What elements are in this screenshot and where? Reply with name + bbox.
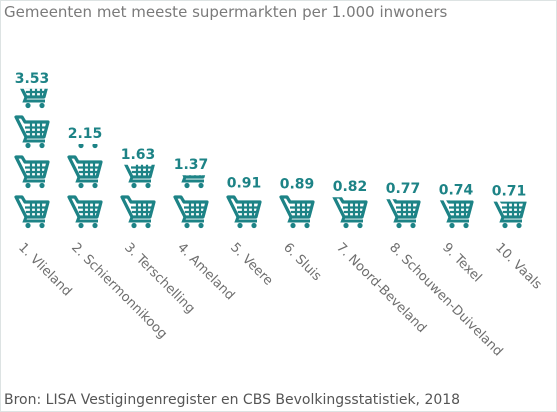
value-label: 0.91 bbox=[227, 176, 262, 192]
value-label: 3.53 bbox=[15, 71, 50, 87]
chart-title: Gemeenten met meeste supermarkten per 1.… bbox=[4, 3, 447, 21]
value-label: 1.63 bbox=[121, 147, 156, 163]
value-label: 0.82 bbox=[333, 179, 368, 195]
value-label: 2.15 bbox=[68, 126, 103, 142]
value-label: 0.71 bbox=[492, 184, 527, 200]
value-label: 1.37 bbox=[174, 157, 209, 173]
value-label: 0.89 bbox=[280, 176, 315, 192]
value-label: 0.74 bbox=[439, 182, 474, 198]
source: Bron: LISA Vestigingenregister en CBS Be… bbox=[4, 392, 460, 408]
value-label: 0.77 bbox=[386, 181, 421, 197]
